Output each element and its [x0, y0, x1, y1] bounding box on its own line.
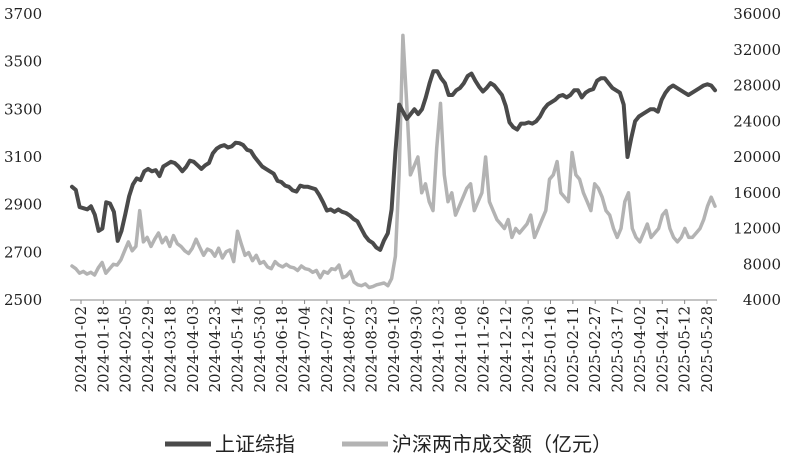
x-tick-label: 2024-04-03	[184, 306, 202, 392]
series-line-index	[70, 69, 717, 252]
x-tick-label: 2024-02-05	[117, 306, 135, 392]
x-tick-label: 2025-05-28	[698, 306, 716, 392]
series-layer	[70, 33, 717, 290]
x-tick-label: 2024-10-23	[430, 306, 448, 392]
left-tick-label: 2900	[4, 196, 42, 214]
right-tick-label: 16000	[733, 184, 781, 202]
legend: 上证综指 沪深两市成交额（亿元）	[165, 432, 612, 456]
x-tick-label: 2024-07-04	[296, 306, 314, 392]
x-tick-label: 2024-09-10	[385, 306, 403, 392]
x-tick-label: 2025-04-21	[653, 306, 671, 392]
x-tick-label: 2024-09-30	[407, 306, 425, 392]
x-tick-label: 2024-02-29	[139, 306, 157, 392]
left-tick-label: 3300	[4, 100, 42, 118]
x-tick-label: 2024-12-12	[497, 306, 515, 392]
x-tick-label: 2025-02-27	[586, 306, 604, 392]
x-tick-label: 2024-01-02	[72, 306, 90, 392]
x-axis: 2024-01-02 2024-01-18 2024-02-05 2024-02-29…	[72, 300, 716, 392]
x-tick-label: 2024-03-18	[161, 306, 179, 392]
right-tick-label: 36000	[733, 5, 781, 23]
right-tick-label: 28000	[733, 77, 781, 95]
right-axis: 36000 32000 28000 24000 20000 16000 12000 8000 4…	[733, 5, 781, 309]
legend-label: 上证综指	[215, 432, 295, 456]
left-tick-label: 3700	[4, 5, 42, 23]
x-tick-label: 2024-11-26	[474, 306, 492, 392]
x-tick-label: 2025-03-17	[609, 306, 627, 392]
x-tick-label: 2025-01-16	[542, 306, 560, 392]
right-tick-label: 20000	[733, 148, 781, 166]
x-tick-label: 2024-05-14	[229, 306, 247, 392]
x-tick-label: 2024-08-23	[363, 306, 381, 392]
legend-label: 沪深两市成交额（亿元）	[392, 432, 612, 456]
left-tick-label: 3100	[4, 148, 42, 166]
right-tick-label: 24000	[733, 112, 781, 130]
x-tick-label: 2024-06-18	[273, 306, 291, 392]
series-line-turnover	[70, 33, 717, 290]
right-tick-label: 8000	[743, 255, 781, 273]
x-tick-label: 2024-05-30	[251, 306, 269, 392]
right-tick-label: 4000	[743, 291, 781, 309]
right-tick-label: 32000	[733, 41, 781, 59]
left-tick-label: 3500	[4, 53, 42, 71]
x-tick-label: 2025-02-11	[564, 306, 582, 392]
x-tick-label: 2024-07-22	[318, 306, 336, 392]
x-tick-label: 2025-04-02	[631, 306, 649, 392]
right-tick-label: 12000	[733, 220, 781, 238]
x-tick-label: 2025-05-12	[676, 306, 694, 392]
left-tick-label: 2700	[4, 243, 42, 261]
x-tick-label: 2024-08-07	[340, 306, 358, 392]
left-axis: 3700 3500 3300 3100 2900 2700 2500	[4, 5, 42, 309]
x-tick-label: 2024-01-18	[94, 306, 112, 392]
left-tick-label: 2500	[4, 291, 42, 309]
x-tick-label: 2024-04-23	[206, 306, 224, 392]
x-tick-label: 2024-12-30	[519, 306, 537, 392]
x-tick-label: 2024-11-08	[452, 306, 470, 392]
